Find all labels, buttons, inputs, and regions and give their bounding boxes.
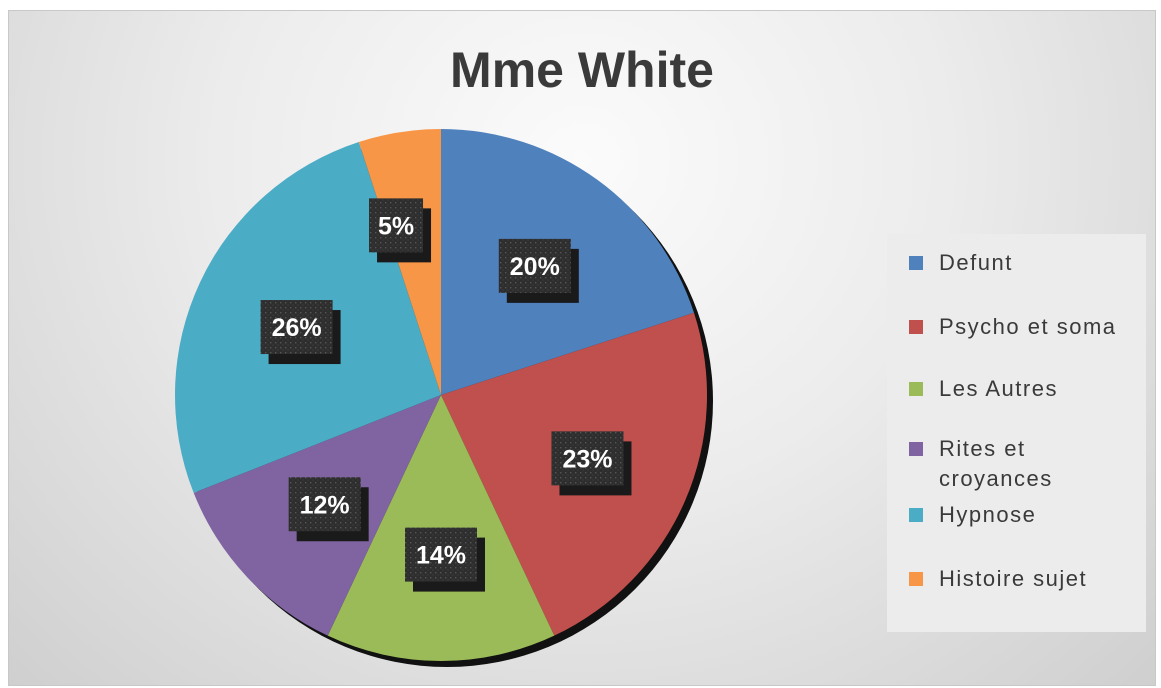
data-label-histoire-sujet: 5% [369, 198, 432, 263]
data-label-les-autres: 14% [405, 527, 485, 592]
legend-swatch [909, 508, 923, 522]
pie-chart: 20% 23% 14% 12% 26% 5% [175, 129, 713, 667]
data-label-defunt: 20% [498, 238, 579, 303]
legend-label: Psycho et soma [939, 314, 1117, 339]
legend-swatch [909, 256, 923, 270]
legend-label: Defunt [939, 250, 1013, 275]
legend-label: Histoire sujet [939, 566, 1088, 591]
data-label-value: 23% [562, 445, 612, 473]
data-label-psycho-et-soma: 23% [551, 431, 632, 496]
legend-swatch [909, 382, 923, 396]
legend-label: Les Autres [939, 376, 1058, 401]
chart-title: Mme White [450, 42, 714, 98]
data-label-value: 12% [300, 491, 350, 519]
legend-swatch [909, 442, 923, 456]
legend-swatch [909, 320, 923, 334]
legend: Defunt Psycho et soma Les Autres Rites et c… [887, 234, 1146, 632]
data-label-value: 20% [510, 253, 560, 281]
data-label-hypnose: 26% [260, 300, 341, 365]
data-label-rites-et-croyances: 12% [288, 477, 369, 542]
chart-area: Mme White 20% 23% 14% 12% 26% 5% Defunt Psycho… [8, 10, 1156, 686]
data-label-value: 14% [416, 542, 466, 570]
legend-label: Rites et croyances [939, 436, 1053, 491]
data-label-value: 5% [378, 212, 414, 240]
legend-label: Hypnose [939, 502, 1037, 527]
data-label-value: 26% [272, 314, 322, 342]
legend-swatch [909, 572, 923, 586]
